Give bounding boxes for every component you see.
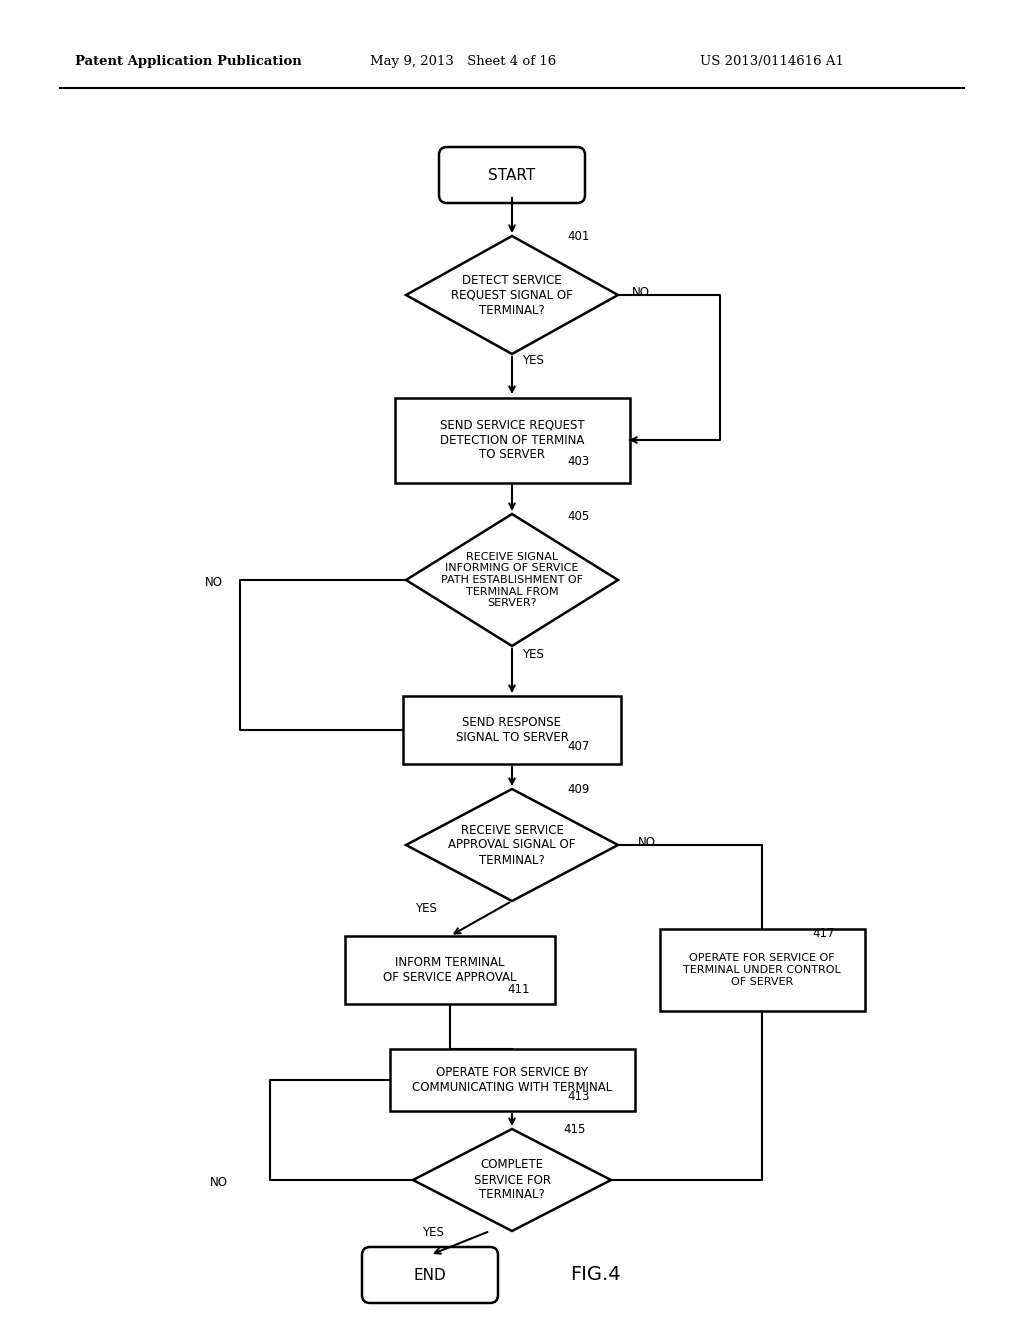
Text: 409: 409 [567, 783, 590, 796]
Text: END: END [414, 1267, 446, 1283]
Text: RECEIVE SERVICE
APPROVAL SIGNAL OF
TERMINAL?: RECEIVE SERVICE APPROVAL SIGNAL OF TERMI… [449, 824, 575, 866]
Text: NO: NO [210, 1176, 228, 1189]
Bar [394, 397, 630, 483]
Text: 417: 417 [812, 927, 835, 940]
Text: NO: NO [205, 577, 223, 590]
Text: May 9, 2013 Sheet 4 of 16: May 9, 2013 Sheet 4 of 16 [370, 55, 556, 69]
Text: FIG.4: FIG.4 [570, 1266, 621, 1284]
Text: YES: YES [415, 902, 437, 915]
Polygon shape [406, 789, 618, 902]
Text: OPERATE FOR SERVICE BY
COMMUNICATING WITH TERMINAL: OPERATE FOR SERVICE BY COMMUNICATING WIT… [412, 1067, 612, 1094]
Text: US 2013/0114616 A1: US 2013/0114616 A1 [700, 55, 844, 69]
Text: 411: 411 [507, 983, 529, 997]
Polygon shape [406, 513, 618, 645]
Bar [389, 1049, 635, 1111]
Text: START: START [488, 168, 536, 182]
Polygon shape [413, 1129, 611, 1232]
Text: 413: 413 [567, 1090, 590, 1104]
FancyBboxPatch shape [439, 147, 585, 203]
Text: SEND RESPONSE
SIGNAL TO SERVER: SEND RESPONSE SIGNAL TO SERVER [456, 715, 568, 744]
Text: Patent Application Publication: Patent Application Publication [75, 55, 302, 69]
Text: INFORM TERMINAL
OF SERVICE APPROVAL: INFORM TERMINAL OF SERVICE APPROVAL [383, 956, 517, 983]
Text: 415: 415 [563, 1123, 586, 1137]
Text: RECEIVE SIGNAL
INFORMING OF SERVICE
PATH ESTABLISHMENT OF
TERMINAL FROM
SERVER?: RECEIVE SIGNAL INFORMING OF SERVICE PATH… [441, 552, 583, 609]
Bar [659, 929, 864, 1011]
Text: 401: 401 [567, 230, 590, 243]
Text: NO: NO [632, 285, 650, 298]
Text: NO: NO [638, 837, 656, 850]
Text: YES: YES [522, 648, 544, 661]
Text: YES: YES [522, 354, 544, 367]
Polygon shape [406, 236, 618, 354]
Text: OPERATE FOR SERVICE OF
TERMINAL UNDER CONTROL
OF SERVER: OPERATE FOR SERVICE OF TERMINAL UNDER CO… [683, 953, 841, 986]
Text: YES: YES [422, 1225, 444, 1238]
Bar [403, 696, 621, 764]
Bar [345, 936, 555, 1005]
Text: 405: 405 [567, 510, 589, 523]
Text: SEND SERVICE REQUEST
DETECTION OF TERMINA
TO SERVER: SEND SERVICE REQUEST DETECTION OF TERMIN… [439, 418, 585, 462]
Text: DETECT SERVICE
REQUEST SIGNAL OF
TERMINAL?: DETECT SERVICE REQUEST SIGNAL OF TERMINA… [452, 273, 572, 317]
Text: 403: 403 [567, 455, 589, 469]
Text: 407: 407 [567, 741, 590, 752]
Text: COMPLETE
SERVICE FOR
TERMINAL?: COMPLETE SERVICE FOR TERMINAL? [473, 1159, 551, 1201]
FancyBboxPatch shape [362, 1247, 498, 1303]
